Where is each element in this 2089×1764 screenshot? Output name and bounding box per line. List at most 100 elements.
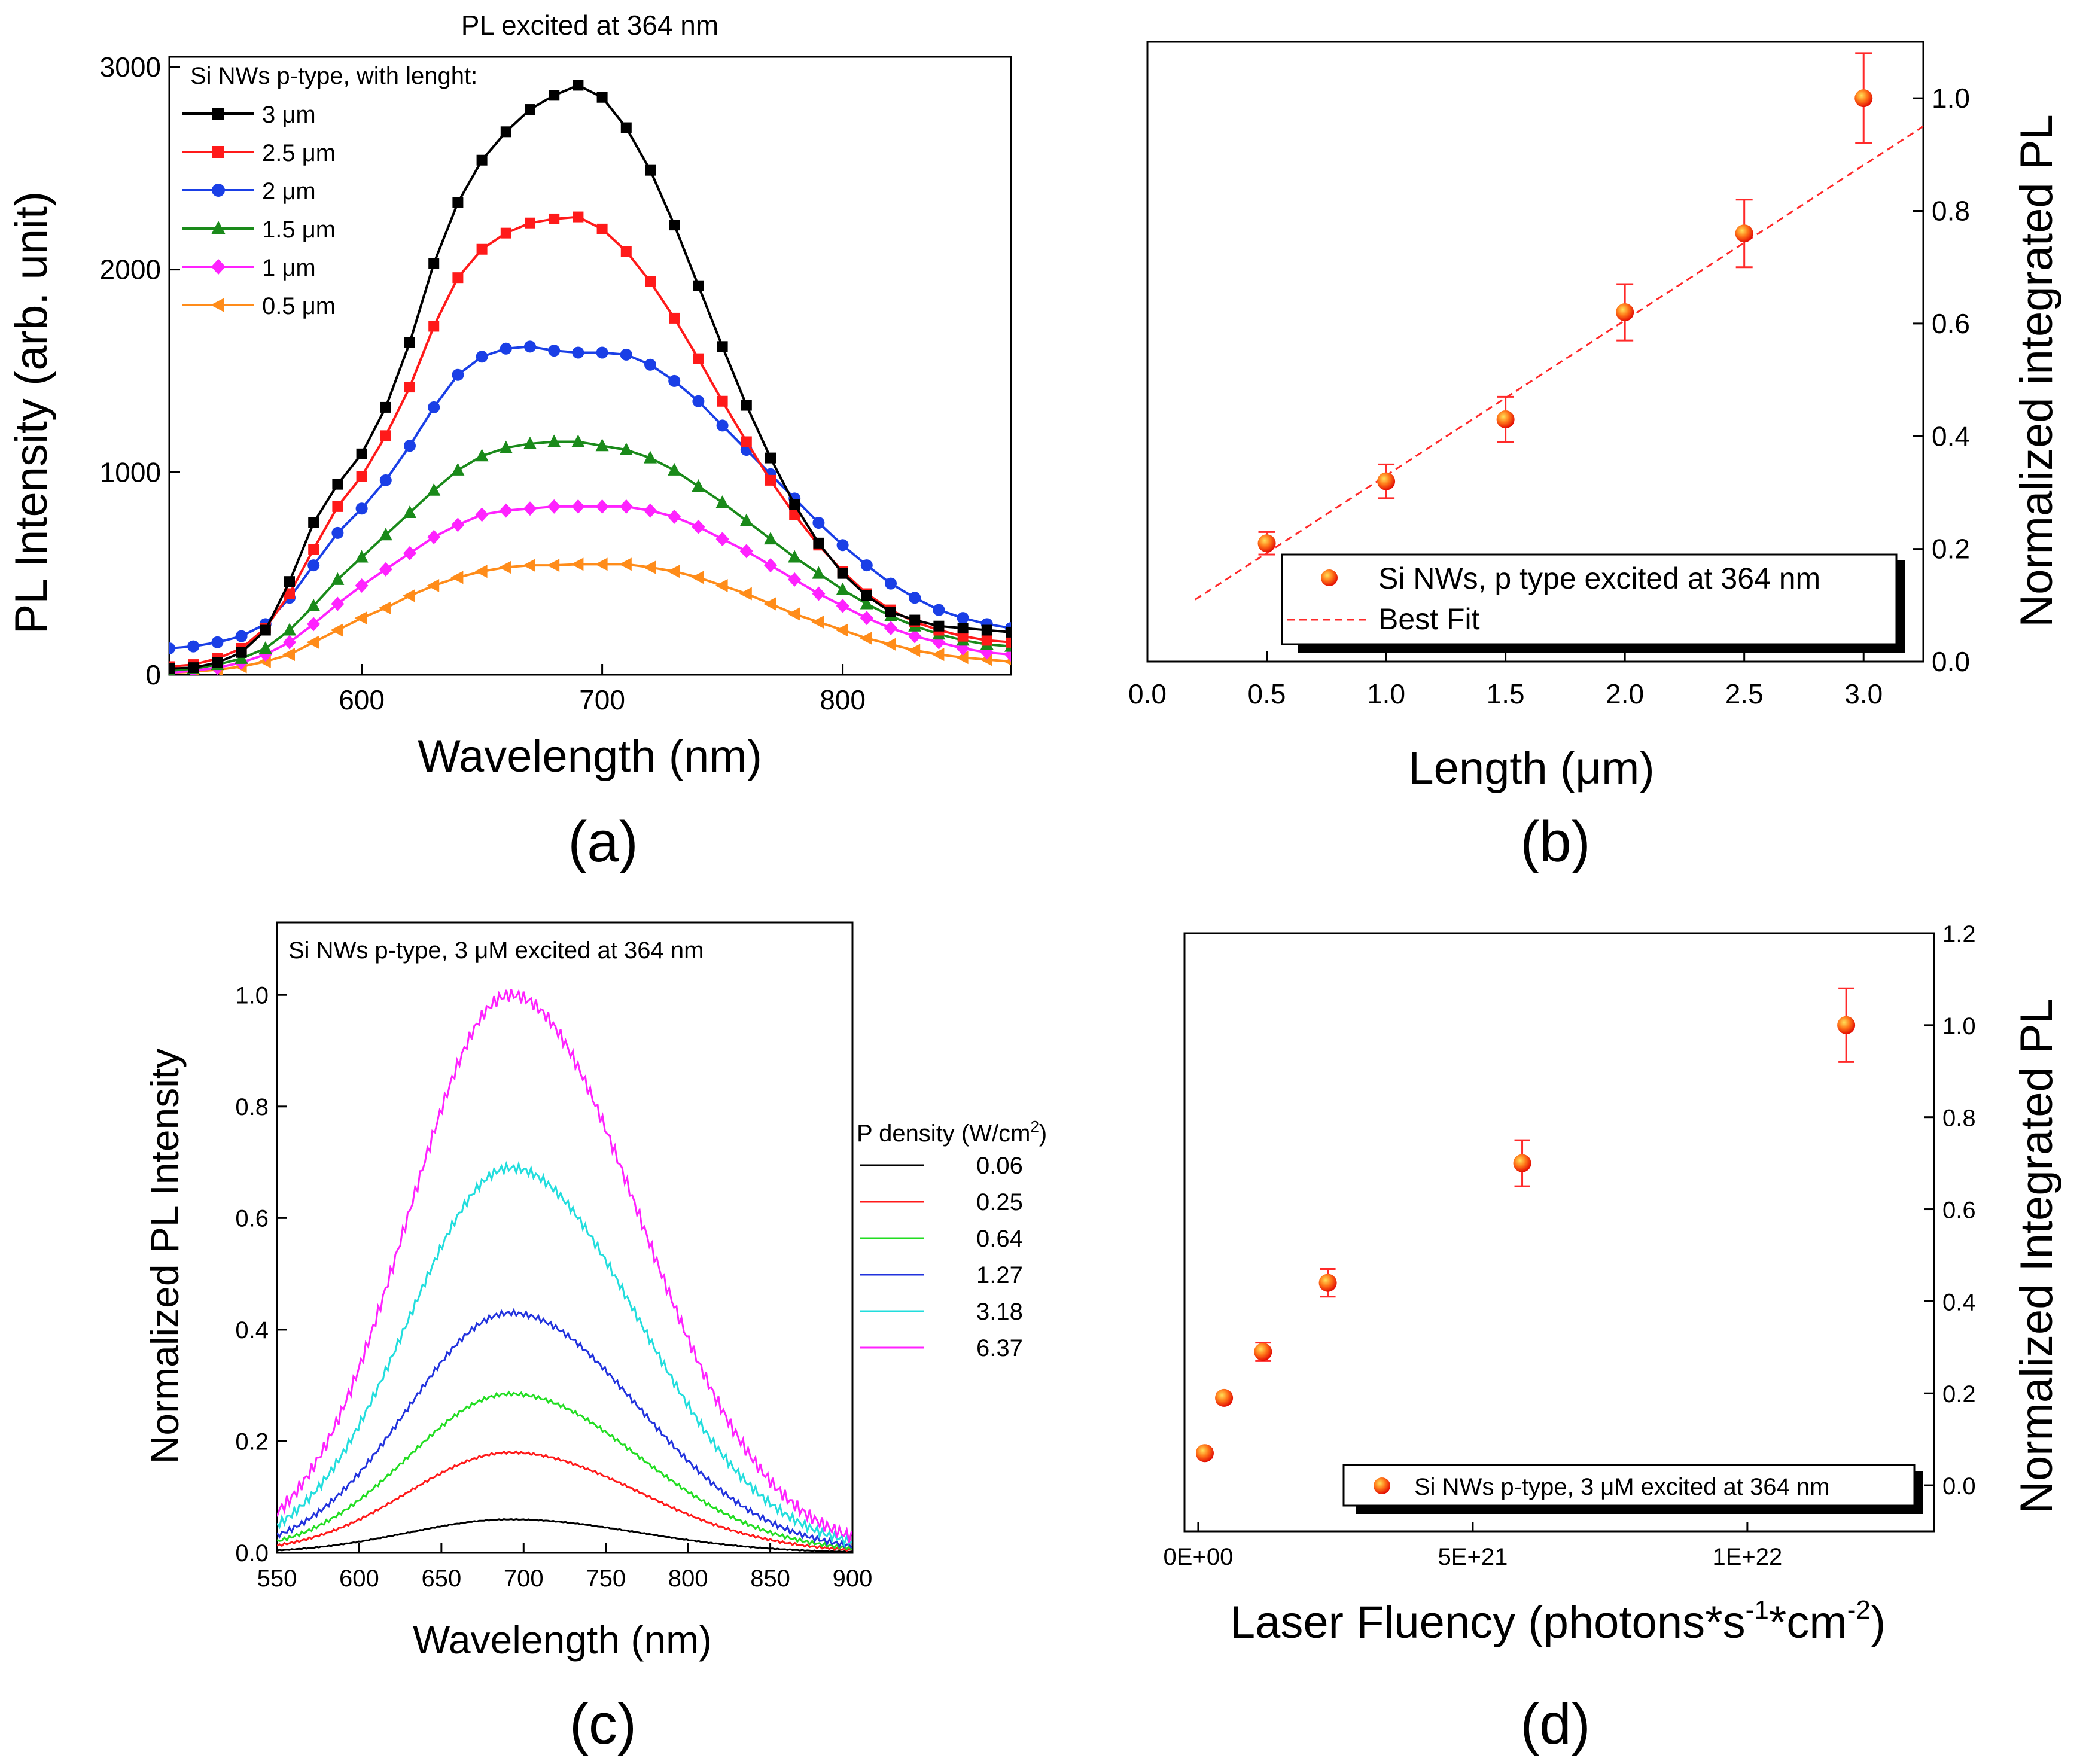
panel-a-legend-marker <box>212 184 225 197</box>
panel-a-point <box>739 587 752 601</box>
panel-a-legend-entry: 3 μm <box>262 102 316 128</box>
panel-a-point <box>331 572 345 585</box>
panel-a-point <box>571 434 585 447</box>
panel-a-point <box>957 630 969 642</box>
panel-a-series-group <box>169 80 1011 675</box>
panel-a-point <box>258 641 272 654</box>
panel-a-point <box>811 615 824 629</box>
panel-c-ytick-label: 0.6 <box>235 1205 269 1232</box>
panel-a-legend-marker <box>211 298 224 312</box>
panel-a-legend-marker <box>211 221 226 234</box>
panel-c-ytick-label: 1.0 <box>235 982 269 1009</box>
panel-b-point <box>1616 303 1634 322</box>
panel-d-ytick-label: 0.0 <box>1942 1473 1976 1500</box>
panel-a-point <box>475 507 489 522</box>
panel-b-ytick-label: 0.6 <box>1932 308 1970 339</box>
panel-b-legend-shadow <box>1298 644 1902 653</box>
panel-a-point <box>380 430 391 441</box>
panel-a-xtick-label: 800 <box>820 684 866 715</box>
panel-a-point <box>596 92 608 103</box>
panel-a-point <box>1006 636 1011 648</box>
panel-c-series-line <box>277 1308 852 1549</box>
panel-d-ytick-label: 1.0 <box>1942 1013 1976 1040</box>
panel-a-point <box>620 348 632 361</box>
panel-c-xtick-label: 600 <box>339 1565 379 1592</box>
panel-a-point <box>860 559 873 572</box>
panel-a-point <box>547 559 560 572</box>
panel-a-point <box>644 503 657 518</box>
panel-a-frame <box>168 56 1012 676</box>
panel-a-point <box>523 501 537 516</box>
panel-a-point <box>573 211 584 223</box>
panel-a-point <box>283 635 296 650</box>
panel-d-point <box>1215 1388 1234 1407</box>
panel-b-ylabel: Normalized integrated PL <box>2011 114 2062 627</box>
panel-d-legend-shadow-side <box>1914 1471 1923 1514</box>
panel-b-ytick-label: 0.2 <box>1932 534 1970 565</box>
panel-a-point <box>668 509 681 524</box>
panel-a-point <box>523 436 537 449</box>
panel-a-point <box>908 629 922 644</box>
panel-a-point <box>835 623 848 637</box>
panel-b-ytick-label: 0.8 <box>1932 196 1970 227</box>
panel-a-point <box>981 635 992 646</box>
panel-a-point <box>884 638 896 651</box>
panel-a-legend-marker <box>212 146 224 158</box>
panel-a-point <box>812 516 825 529</box>
panel-c-legend-entry: 3.18 <box>976 1299 1023 1325</box>
panel-a-point <box>549 90 560 101</box>
panel-a-point <box>619 443 633 456</box>
panel-a-point <box>764 532 777 545</box>
panel-a-point <box>812 586 826 601</box>
panel-a-legend-entry: 1 μm <box>262 255 316 281</box>
panel-a-point <box>547 434 561 447</box>
panel-c-legend: P density (W/cm2) 0.06 0.25 0.64 1.27 3.18 6.… <box>857 1117 1047 1361</box>
panel-a-point <box>260 624 271 636</box>
panel-b-xtick-label: 3.0 <box>1844 678 1883 709</box>
panel-a-point <box>595 438 609 452</box>
panel-a-point <box>428 258 440 269</box>
panel-a-point <box>957 612 969 624</box>
panel-c-ylabel: Normalized PL Intensity <box>142 1049 187 1464</box>
panel-a-point <box>355 550 369 563</box>
panel-a-point <box>596 223 608 234</box>
panel-a-point <box>955 651 969 665</box>
panel-b-legend: Si NWs, p type excited at 364 nm Best Fi… <box>1281 553 1905 653</box>
panel-a-point <box>619 557 632 571</box>
panel-d-ytick-label: 1.2 <box>1942 921 1976 947</box>
panel-c-ytick-label: 0.4 <box>235 1317 269 1343</box>
panel-a-ytick-label: 2000 <box>100 254 161 285</box>
panel-a-label: (a) <box>568 810 638 874</box>
panel-a-point <box>499 440 513 453</box>
panel-b-xtick-label: 2.0 <box>1606 678 1644 709</box>
panel-a-point <box>451 462 465 476</box>
panel-b-point <box>1377 472 1396 490</box>
panel-c-legend-entry: 1.27 <box>976 1262 1023 1288</box>
panel-c-legend-entry: 0.06 <box>976 1153 1023 1179</box>
panel-c-xlabel: Wavelength (nm) <box>413 1617 712 1662</box>
panel-a-point <box>500 342 512 355</box>
panel-a-ytick-label: 1000 <box>100 456 161 488</box>
panel-c-legend-entry: 0.64 <box>976 1226 1023 1252</box>
panel-a-point <box>282 648 295 662</box>
panel-c-ytick-label: 0.0 <box>235 1540 269 1567</box>
panel-a-plot: 600 700 800 0 1000 2000 3000 <box>100 51 1012 715</box>
panel-b-ytick-label: 1.0 <box>1932 83 1970 114</box>
panel-a-point <box>284 576 295 587</box>
panel-a-legend-marker <box>212 108 224 120</box>
panel-a-point <box>379 562 392 577</box>
panel-a-point <box>693 280 704 291</box>
panel-a-point <box>620 246 632 257</box>
panel-a-point <box>403 505 416 519</box>
panel-a-point <box>308 517 319 528</box>
panel-a-point <box>356 448 367 459</box>
panel-b-legend-marker <box>1321 569 1338 586</box>
panel-a-point <box>931 648 945 662</box>
panel-a-point <box>452 197 464 208</box>
panel-d-legend-box <box>1342 1464 1916 1507</box>
panel-a-point <box>211 636 224 648</box>
panel-a-point <box>909 614 921 626</box>
panel-a-point <box>573 80 584 91</box>
panel-a-point <box>813 537 824 549</box>
panel-a-point <box>331 596 345 611</box>
